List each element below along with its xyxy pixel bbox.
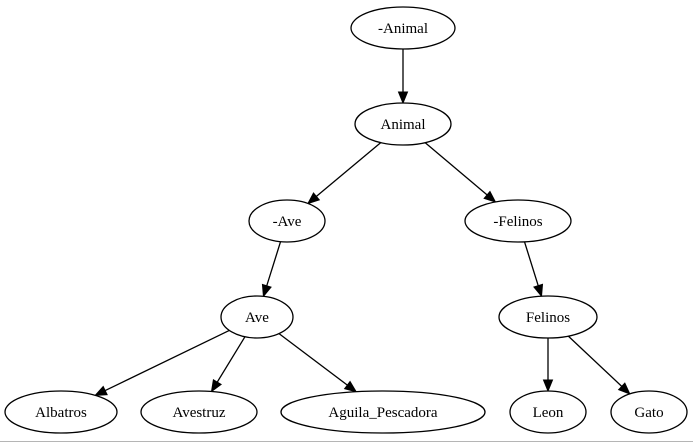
node-leon: Leon — [509, 390, 587, 434]
edge-line — [315, 142, 382, 197]
node-label: Felinos — [526, 310, 570, 326]
node-felinos: Felinos — [498, 295, 598, 339]
node-ellipse — [280, 390, 486, 434]
node-animal: Animal — [354, 102, 452, 146]
node-avestruz: Avestruz — [140, 390, 258, 434]
arrowhead-icon — [210, 378, 222, 393]
edge-not-felinos-to-felinos — [523, 241, 544, 298]
edge-ave-to-albatros — [94, 329, 230, 396]
arrowhead-icon — [306, 192, 321, 205]
bottom-divider — [0, 441, 693, 442]
arrowhead-icon — [533, 283, 544, 298]
node-ellipse — [140, 390, 258, 434]
node-ellipse — [509, 390, 587, 434]
node-ellipse — [354, 102, 452, 146]
node-label: Animal — [381, 117, 426, 133]
node-label: Albatros — [35, 405, 87, 421]
edge-line — [104, 329, 230, 392]
node-label: -Animal — [378, 21, 428, 37]
edge-animal-to-not-ave — [306, 142, 382, 205]
edge-line — [278, 333, 348, 386]
node-label: Leon — [533, 405, 564, 421]
edge-animal-to-not-felinos — [424, 142, 497, 203]
edge-line — [523, 241, 539, 286]
node-aguila-pescadora: Aguila_Pescadora — [280, 390, 486, 434]
node-not-animal: -Animal — [350, 6, 456, 50]
node-not-felinos: -Felinos — [464, 199, 572, 243]
node-label: -Felinos — [493, 214, 542, 230]
node-ellipse — [498, 295, 598, 339]
edges-layer — [94, 49, 631, 396]
edge-line — [424, 142, 488, 196]
node-ellipse — [248, 199, 326, 243]
nodes-layer: -Animal Animal -Ave -Felinos Ave Felinos Albat… — [4, 6, 688, 434]
node-ellipse — [464, 199, 572, 243]
node-label: -Ave — [273, 214, 302, 230]
node-albatros: Albatros — [4, 390, 118, 434]
arrowhead-icon — [94, 385, 108, 396]
edge-ave-to-avestruz — [210, 336, 246, 393]
edge-felinos-to-gato — [567, 335, 631, 395]
node-not-ave: -Ave — [248, 199, 326, 243]
edge-line — [216, 336, 246, 383]
node-ellipse — [350, 6, 456, 50]
node-ellipse — [4, 390, 118, 434]
node-label: Ave — [245, 310, 269, 326]
node-ellipse — [610, 390, 688, 434]
arrowhead-icon — [542, 379, 554, 393]
arrowhead-icon — [617, 382, 631, 395]
arrowhead-icon — [261, 283, 272, 298]
node-ave: Ave — [220, 295, 294, 339]
node-gato: Gato — [610, 390, 688, 434]
arrowhead-icon — [397, 91, 409, 105]
node-label: Avestruz — [172, 405, 225, 421]
arrowhead-icon — [483, 190, 497, 203]
arrowhead-icon — [343, 380, 358, 393]
edge-not-animal-to-animal — [397, 49, 409, 105]
edge-ave-to-aguila-pescadora — [278, 333, 358, 393]
node-label: Gato — [634, 405, 663, 421]
node-ellipse — [220, 295, 294, 339]
edge-felinos-to-leon — [542, 338, 554, 393]
edge-not-ave-to-ave — [261, 241, 282, 298]
edge-line — [567, 335, 623, 387]
node-label: Aguila_Pescadora — [328, 405, 437, 421]
edge-line — [266, 241, 282, 287]
